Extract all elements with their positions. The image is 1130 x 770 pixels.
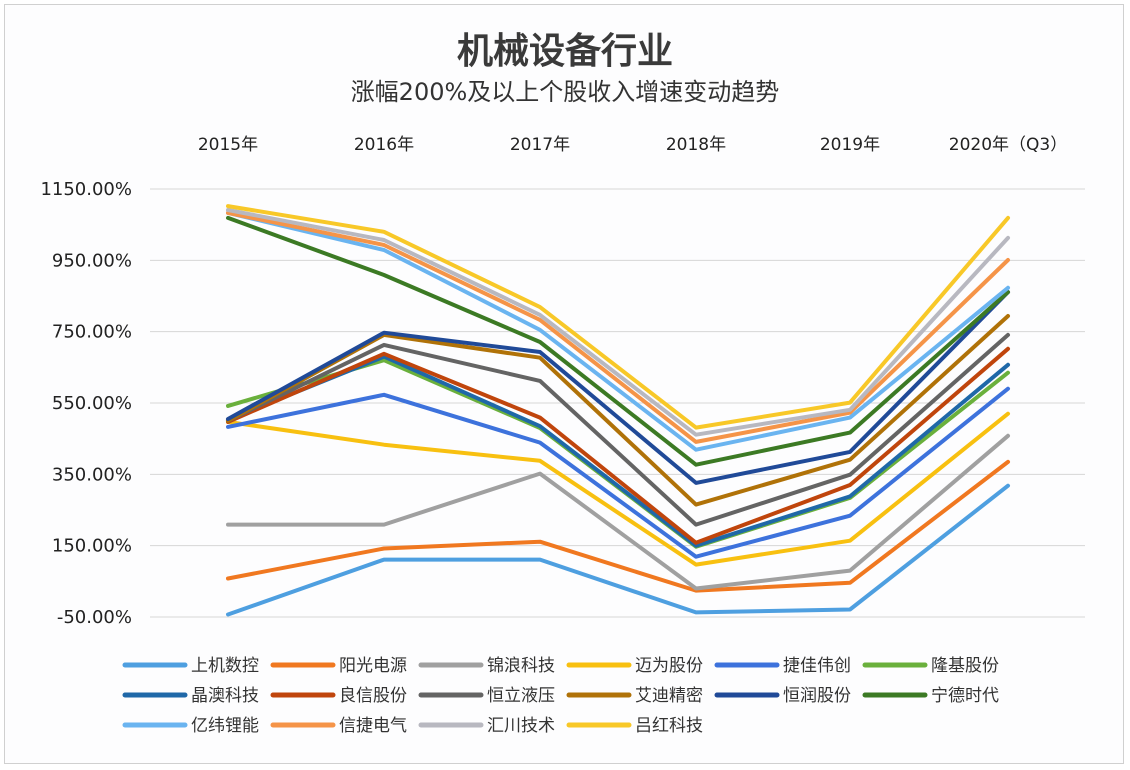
- x-category-label: 2020年（Q3）: [949, 135, 1067, 155]
- legend-label: 信捷电气: [339, 716, 407, 736]
- series-line-11: [226, 290, 1010, 485]
- legend-label: 亿纬锂能: [191, 716, 259, 736]
- legend-label: 汇川技术: [487, 716, 555, 736]
- y-tick-label: 550.00%: [52, 393, 132, 414]
- series-line-5: [226, 386, 1010, 559]
- series-line-9: [226, 332, 1010, 527]
- x-category-label: 2018年: [666, 135, 726, 155]
- y-tick-label: 150.00%: [52, 536, 132, 557]
- y-tick-label: 750.00%: [52, 322, 132, 343]
- x-category-label: 2017年: [510, 135, 570, 155]
- legend-label: 上机数控: [191, 656, 259, 676]
- x-category-label: 2019年: [820, 135, 880, 155]
- series-line-8: [226, 346, 1010, 545]
- chart-subtitle: 涨幅200%及以上个股收入增速变动趋势: [350, 78, 780, 106]
- legend-label: 恒润股份: [783, 686, 851, 706]
- legend-label: 恒立液压: [487, 686, 555, 706]
- legend-label: 阳光电源: [339, 656, 407, 676]
- y-tick-label: 950.00%: [52, 250, 132, 271]
- series-line-3: [226, 433, 1010, 591]
- series-line-15: [226, 208, 1010, 437]
- y-tick-label: 1150.00%: [40, 179, 132, 200]
- legend-label: 吕红科技: [635, 716, 703, 736]
- series-line-14: [226, 210, 1010, 444]
- series-line-4: [226, 411, 1010, 567]
- chart-title: 机械设备行业: [456, 31, 673, 72]
- legend-label: 晶澳科技: [191, 686, 259, 706]
- y-tick-label: 350.00%: [52, 464, 132, 485]
- series-line-13: [226, 210, 1010, 452]
- series-line-12: [226, 215, 1010, 467]
- series-line-16: [226, 204, 1010, 430]
- legend-label: 锦浪科技: [487, 656, 555, 676]
- legend-label: 捷佳伟创: [783, 656, 851, 676]
- series-line-1: [226, 483, 1010, 617]
- legend-label: 宁德时代: [931, 686, 999, 706]
- y-tick-label: -50.00%: [57, 607, 132, 628]
- series-line-2: [226, 459, 1010, 593]
- legend-label: 良信股份: [339, 686, 407, 706]
- legend-label: 迈为股份: [635, 656, 703, 676]
- legend-label: 隆基股份: [931, 656, 999, 676]
- x-category-label: 2015年: [198, 135, 258, 155]
- chart-frame: [4, 4, 1124, 764]
- legend-label: 艾迪精密: [635, 686, 703, 706]
- x-category-label: 2016年: [354, 135, 414, 155]
